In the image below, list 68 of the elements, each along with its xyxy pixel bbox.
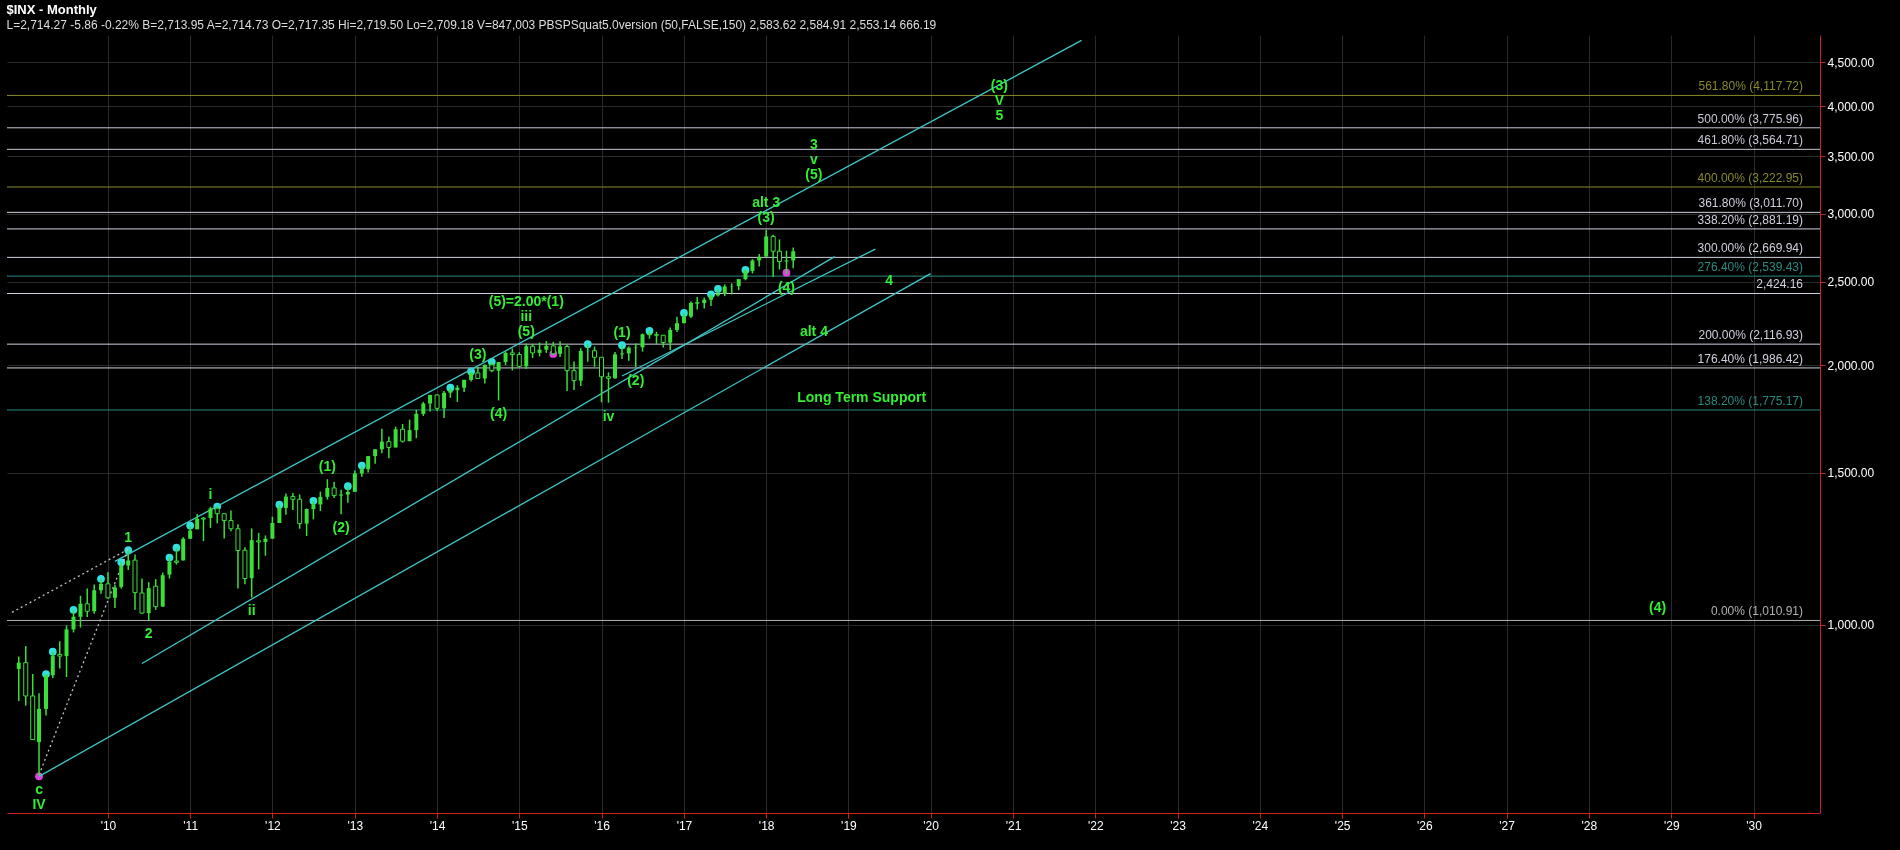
y-tick-label: 2,000.00: [1827, 358, 1875, 373]
annotation: 3: [810, 136, 819, 153]
ref-line-label: 361.80% (3,011.70): [1698, 196, 1803, 211]
x-tick-label: '30: [1746, 818, 1763, 833]
x-tick-label: '29: [1663, 818, 1680, 833]
annotation: (1): [613, 324, 631, 341]
x-tick-label: '21: [1005, 818, 1022, 833]
x-tick-label: '18: [758, 818, 775, 833]
annotation: c: [35, 780, 44, 797]
x-tick-label: '28: [1581, 818, 1598, 833]
x-tick-label: '16: [594, 818, 611, 833]
ref-line-label: 400.00% (3,222.95): [1697, 171, 1803, 186]
annotation: IV: [32, 795, 47, 812]
annotation: 4: [885, 272, 894, 289]
ref-line-label: 561.80% (4,117.72): [1698, 79, 1803, 94]
annotation: ii: [247, 602, 256, 619]
ref-line-label: 2,424.16: [1756, 277, 1804, 292]
x-tick-label: '27: [1499, 818, 1516, 833]
annotation: (2): [332, 519, 350, 536]
annotation: (5)=2.00*(1): [488, 292, 564, 309]
x-tick-label: '14: [429, 818, 446, 833]
annotation: iii: [520, 307, 533, 324]
x-tick-label: '19: [841, 818, 858, 833]
x-tick-label: '17: [676, 818, 693, 833]
x-tick-label: '23: [1170, 818, 1187, 833]
annotation: iv: [602, 407, 615, 424]
x-tick-label: '24: [1252, 818, 1269, 833]
x-tick-label: '20: [923, 818, 940, 833]
annotation: i: [208, 485, 213, 502]
y-tick-label: 1,500.00: [1827, 466, 1875, 481]
ref-line-label: 300.00% (2,669.94): [1697, 241, 1803, 256]
y-tick-label: 4,500.00: [1827, 55, 1875, 70]
chart-title: $INX - Monthly: [6, 2, 98, 17]
x-tick-label: '11: [183, 818, 199, 833]
y-tick-label: 3,000.00: [1827, 207, 1875, 222]
x-tick-label: '22: [1087, 818, 1104, 833]
ref-line-label: 200.00% (2,116.93): [1698, 328, 1803, 343]
annotation: (2): [627, 371, 645, 388]
y-tick-label: 1,000.00: [1827, 618, 1875, 633]
ref-line-label: 500.00% (3,775.96): [1697, 111, 1803, 126]
x-tick-label: '25: [1334, 818, 1351, 833]
ref-line-label: 176.40% (1,986.42): [1697, 351, 1803, 366]
annotation: (3): [469, 346, 487, 363]
annotation: (1): [318, 458, 336, 475]
annotation: Long Term Support: [797, 388, 927, 405]
x-tick-label: '12: [265, 818, 282, 833]
y-tick-label: 2,500.00: [1827, 275, 1875, 290]
y-tick-label: 4,000.00: [1827, 99, 1875, 114]
annotation: (3): [757, 208, 775, 225]
x-tick-label: '13: [347, 818, 364, 833]
annotation: v: [810, 151, 819, 168]
ref-line-label: 461.80% (3,564.71): [1697, 133, 1803, 148]
x-tick-label: '15: [511, 818, 528, 833]
annotation: (4): [1648, 599, 1667, 616]
annotation: (4): [490, 405, 508, 422]
ref-line-label: 338.20% (2,881.19): [1697, 212, 1803, 227]
annotation: 2: [144, 625, 153, 642]
annotation: (5): [517, 322, 535, 339]
chart-subtitle: L=2,714.27 -5.86 -0.22% B=2,713.95 A=2,714.73 O=2,717.35 Hi=2,719.50 Lo=2,709.18 V=847,003 PBSPSquat5.0version (50,FALSE,150) 2,583.62 2,584.91 2,553.14 666.19: [6, 18, 937, 32]
annotation: 5: [995, 106, 1004, 123]
ref-line-label: 138.20% (1,775.17): [1697, 393, 1803, 408]
ref-line-label: 0.00% (1,010.91): [1710, 604, 1803, 619]
y-tick-label: 3,500.00: [1827, 149, 1875, 164]
ref-line-label: 276.40% (2,539.43): [1697, 260, 1803, 275]
annotation: (5): [805, 166, 823, 183]
annotation: 1: [124, 529, 133, 546]
x-tick-label: '26: [1417, 818, 1434, 833]
x-tick-label: '10: [100, 818, 117, 833]
